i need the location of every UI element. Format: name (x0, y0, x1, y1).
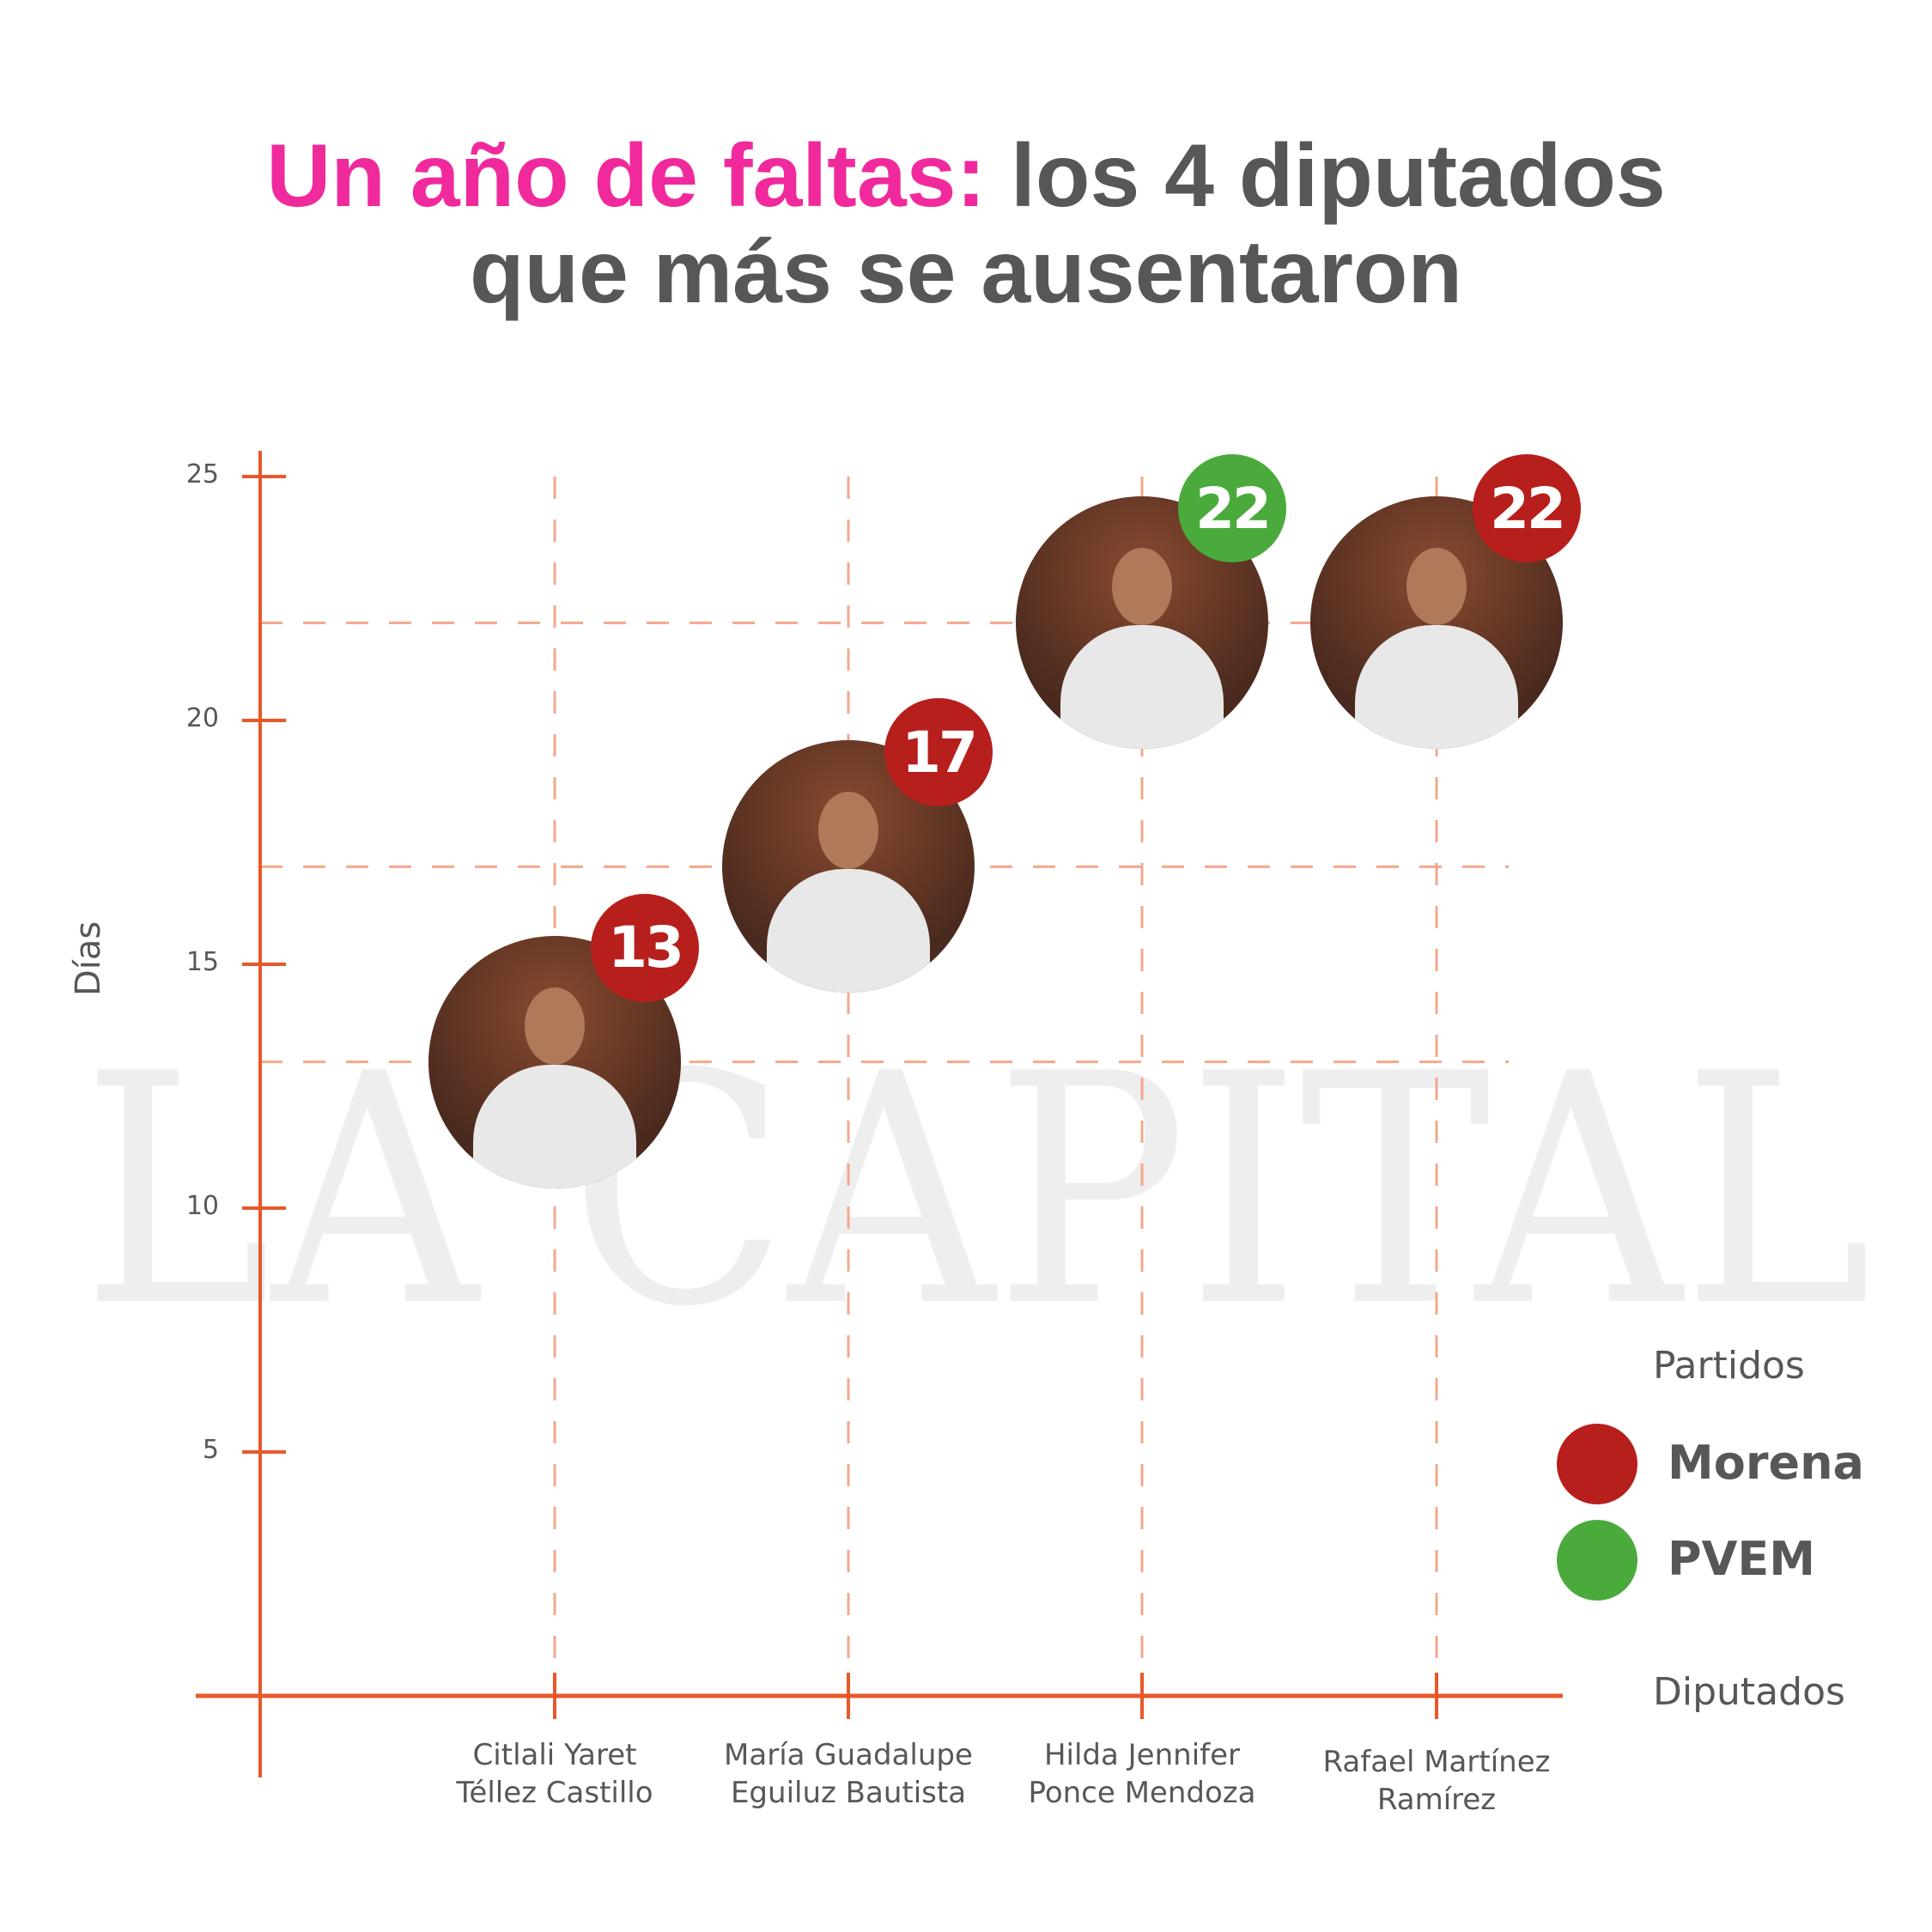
photo-head (1406, 548, 1467, 626)
x-category-label-line: Ramírez (1376, 1783, 1497, 1817)
legend-label: PVEM (1668, 1532, 1815, 1586)
y-tick-label: 10 (185, 1191, 219, 1221)
title-highlight: Un año de faltas: (266, 126, 987, 226)
x-category-label: María Guadalupe Eguiluz Bautista (711, 1736, 986, 1812)
legend-swatch (1557, 1520, 1637, 1601)
x-axis-label: Diputados (1653, 1670, 1845, 1714)
y-tick-label: 5 (202, 1435, 219, 1465)
x-category-label: Hilda Jennifer Ponce Mendoza (1005, 1736, 1279, 1812)
legend-label: Morena (1668, 1436, 1864, 1490)
legend-swatch (1557, 1424, 1637, 1504)
x-category-label: Rafael Martínez Ramírez (1299, 1743, 1574, 1819)
x-category-label: Citlali Yaret Téllez Castillo (417, 1736, 692, 1812)
legend-title: Partidos (1653, 1344, 1805, 1388)
photo-head (818, 792, 878, 870)
title-rest: los 4 diputados (986, 126, 1666, 226)
x-category-label-line: Téllez Castillo (456, 1776, 653, 1810)
photo-body (767, 869, 930, 993)
x-category-label-line: María Guadalupe (724, 1738, 973, 1772)
x-category-label-line: Rafael Martínez (1322, 1745, 1551, 1779)
y-tick-label: 15 (185, 947, 219, 977)
value-badge: 22 (1473, 454, 1581, 563)
x-category-label-line: Eguiluz Bautista (730, 1776, 967, 1810)
x-category-label-line: Ponce Mendoza (1028, 1776, 1256, 1810)
photo-head (1112, 548, 1172, 626)
photo-body (1355, 625, 1518, 750)
chart-title-line1: Un año de faltas: los 4 diputados (0, 129, 1932, 223)
y-axis-label: Días (69, 920, 108, 996)
x-category-label-line: Citlali Yaret (472, 1738, 637, 1772)
deputy-photo (428, 935, 681, 1188)
x-category-label-line: Hilda Jennifer (1043, 1738, 1241, 1772)
photo-body (1060, 625, 1224, 750)
value-badge: 22 (1178, 454, 1286, 563)
photo-head (525, 987, 585, 1065)
y-tick-label: 20 (185, 703, 219, 733)
photo-body (473, 1064, 636, 1188)
y-tick-label: 25 (185, 459, 219, 489)
chart-title-line2: que más se ausentaron (470, 222, 1462, 322)
value-badge: 17 (884, 698, 993, 807)
value-badge: 13 (591, 893, 699, 1002)
